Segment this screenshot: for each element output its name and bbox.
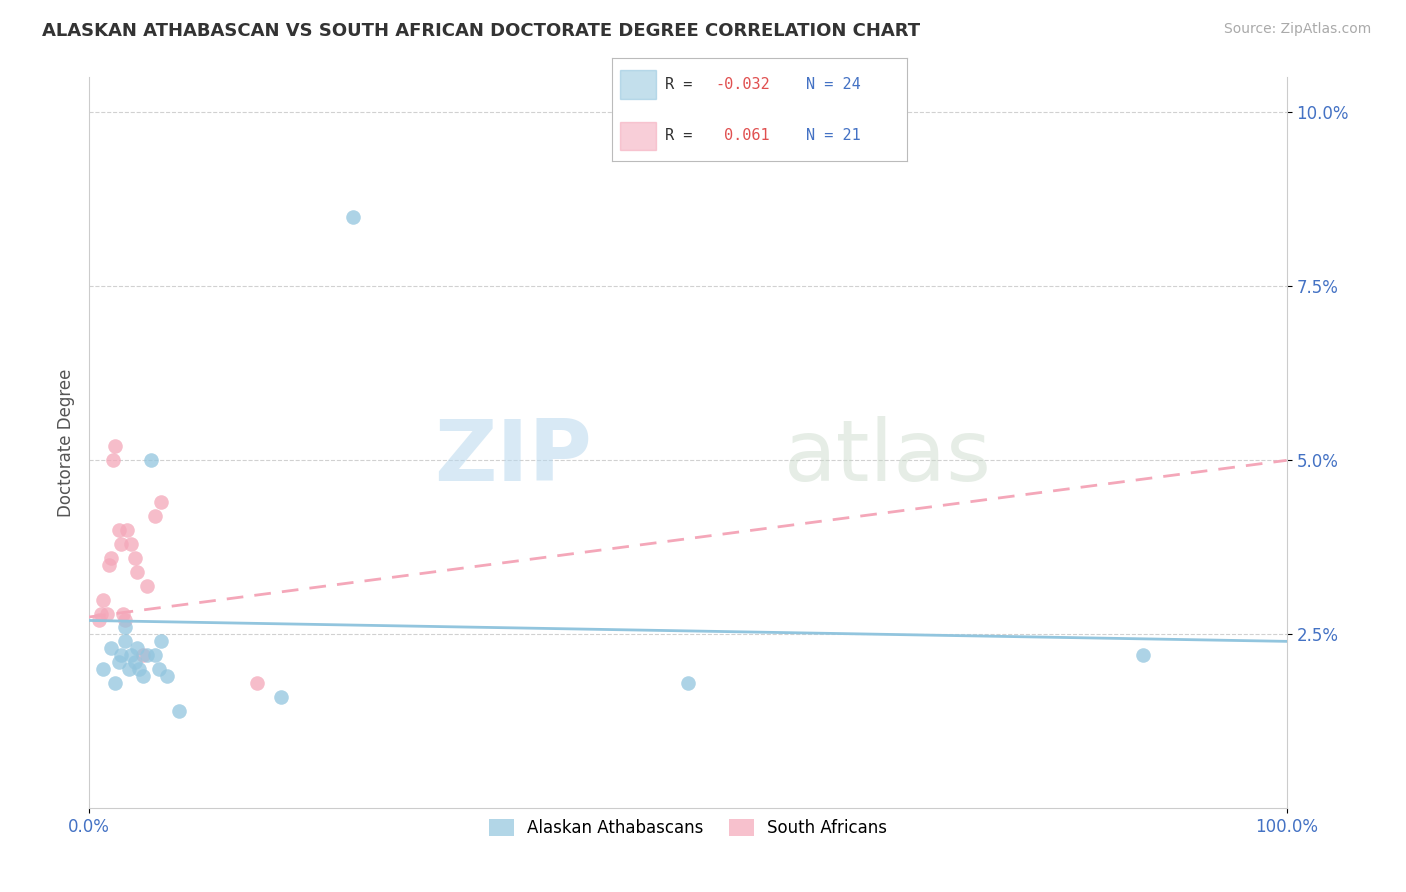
- Point: [100, 550, 122, 565]
- Point: [87, 614, 110, 628]
- Point: [167, 704, 190, 718]
- Point: [676, 676, 699, 690]
- Point: [117, 523, 139, 537]
- Point: [100, 641, 122, 656]
- Point: [141, 453, 163, 467]
- Point: [117, 662, 139, 676]
- Point: [128, 662, 150, 676]
- Point: [124, 655, 146, 669]
- Point: [120, 537, 142, 551]
- Point: [104, 439, 127, 453]
- Point: [104, 676, 127, 690]
- Bar: [620, 70, 655, 99]
- Point: [98, 558, 121, 572]
- Point: [108, 655, 131, 669]
- Point: [124, 550, 146, 565]
- Point: [114, 620, 136, 634]
- Text: ALASKAN ATHABASCAN VS SOUTH AFRICAN DOCTORATE DEGREE CORRELATION CHART: ALASKAN ATHABASCAN VS SOUTH AFRICAN DOCT…: [42, 22, 921, 40]
- Point: [114, 614, 136, 628]
- Text: atlas: atlas: [783, 416, 991, 499]
- Point: [132, 648, 155, 663]
- Point: [149, 634, 172, 648]
- Point: [93, 592, 115, 607]
- Point: [93, 662, 115, 676]
- Point: [132, 669, 155, 683]
- Point: [246, 676, 269, 690]
- Point: [149, 495, 172, 509]
- Point: [156, 669, 179, 683]
- Point: [148, 662, 170, 676]
- Legend: Alaskan Athabascans, South Africans: Alaskan Athabascans, South Africans: [482, 813, 894, 844]
- Point: [1132, 648, 1154, 663]
- Point: [135, 648, 157, 663]
- Bar: [620, 121, 655, 150]
- Text: N = 21: N = 21: [807, 128, 862, 143]
- Point: [96, 607, 118, 621]
- Point: [108, 523, 131, 537]
- Text: -0.032: -0.032: [716, 77, 769, 92]
- Point: [114, 634, 136, 648]
- Text: N = 24: N = 24: [807, 77, 862, 92]
- Point: [143, 648, 166, 663]
- Point: [125, 641, 148, 656]
- Point: [90, 607, 112, 621]
- Point: [120, 648, 142, 663]
- Point: [101, 453, 124, 467]
- Point: [110, 648, 132, 663]
- Point: [143, 509, 166, 524]
- Point: [270, 690, 292, 704]
- Text: R =: R =: [665, 77, 702, 92]
- Point: [110, 537, 132, 551]
- Text: R =: R =: [665, 128, 710, 143]
- Text: Source: ZipAtlas.com: Source: ZipAtlas.com: [1223, 22, 1371, 37]
- Point: [342, 210, 364, 224]
- Text: 0.061: 0.061: [724, 128, 769, 143]
- Y-axis label: Doctorate Degree: Doctorate Degree: [58, 368, 75, 517]
- Point: [125, 565, 148, 579]
- Text: ZIP: ZIP: [434, 416, 592, 499]
- Point: [135, 579, 157, 593]
- Point: [111, 607, 134, 621]
